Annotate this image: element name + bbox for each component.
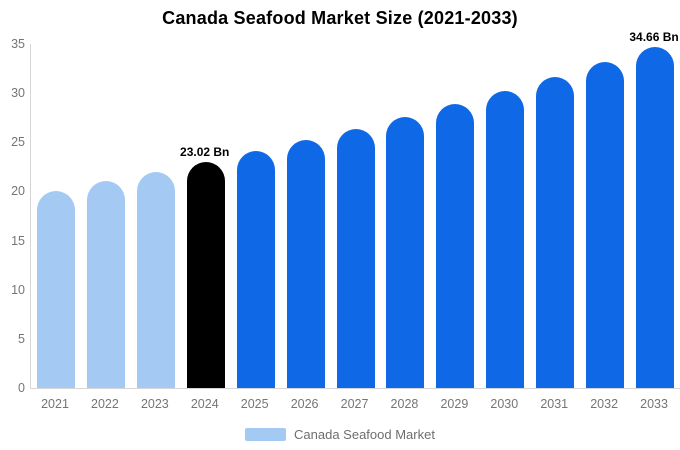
bar-2022[interactable]: [86, 181, 125, 388]
y-axis-tick-label: 35: [11, 37, 25, 51]
x-axis-label-2021: 2021: [41, 397, 69, 411]
bar-slot-2028: [380, 44, 430, 388]
bar-2033[interactable]: [636, 47, 675, 388]
bar-2028[interactable]: [386, 116, 425, 388]
data-label-2024: 23.02 Bn: [180, 144, 230, 159]
x-axis-label-2029: 2029: [440, 397, 469, 411]
x-axis-label-2022: 2022: [91, 397, 119, 411]
bar-slot-2024: [181, 44, 231, 388]
bar-slot-2029: [430, 44, 480, 388]
bar-2032[interactable]: [586, 62, 625, 388]
bar-slot-2032: [580, 44, 630, 388]
legend-item-canada-seafood-market[interactable]: Canada Seafood Market: [0, 426, 680, 442]
legend-swatch: [245, 427, 287, 441]
bar-slot-2027: [331, 44, 381, 388]
bar-slot-2033: [630, 44, 680, 388]
bar-slot-2021: [31, 44, 81, 388]
plot-area: [30, 44, 680, 389]
bar-2027[interactable]: [336, 128, 375, 388]
bar-slot-2025: [231, 44, 281, 388]
bar-2030[interactable]: [486, 90, 525, 388]
bar-2021[interactable]: [37, 190, 75, 388]
data-label-2033: 34.66 Bn: [629, 30, 679, 45]
x-axis-label-2026: 2026: [290, 397, 319, 411]
x-axis-label-2030: 2030: [490, 397, 519, 411]
bar-slot-2031: [530, 44, 580, 388]
bar-2026[interactable]: [286, 140, 325, 388]
bar-2025[interactable]: [236, 151, 275, 388]
bar-slot-2030: [480, 44, 530, 388]
x-axis-label-2032: 2032: [590, 397, 619, 411]
bar-2031[interactable]: [536, 77, 575, 388]
bar-slot-2022: [81, 44, 131, 388]
x-axis-label-2028: 2028: [390, 397, 419, 411]
x-axis-label-2024: 2024: [190, 397, 219, 411]
y-axis-tick-label: 5: [18, 331, 25, 346]
bar-slot-2026: [281, 44, 331, 388]
legend-label: Canada Seafood Market: [294, 426, 435, 442]
y-axis-tick-label: 10: [11, 282, 25, 297]
y-axis-tick-label: 20: [11, 184, 25, 199]
x-axis-label-2025: 2025: [240, 397, 269, 411]
bar-2029[interactable]: [436, 104, 475, 388]
y-axis-tick-label: 15: [11, 233, 25, 248]
y-axis-tick-label: 30: [11, 86, 25, 101]
bar-slot-2023: [131, 44, 181, 388]
y-axis-tick-label: 25: [11, 135, 25, 150]
x-axis-label-2027: 2027: [340, 397, 369, 411]
x-axis-label-2031: 2031: [540, 397, 569, 411]
bar-2023[interactable]: [136, 171, 175, 388]
y-axis-tick-label: 0: [18, 381, 25, 395]
bar-2024[interactable]: [186, 161, 225, 388]
chart-title: Canada Seafood Market Size (2021-2033): [162, 8, 518, 28]
x-axis-label-2023: 2023: [140, 397, 169, 411]
x-axis-label-2033: 2033: [640, 397, 668, 411]
